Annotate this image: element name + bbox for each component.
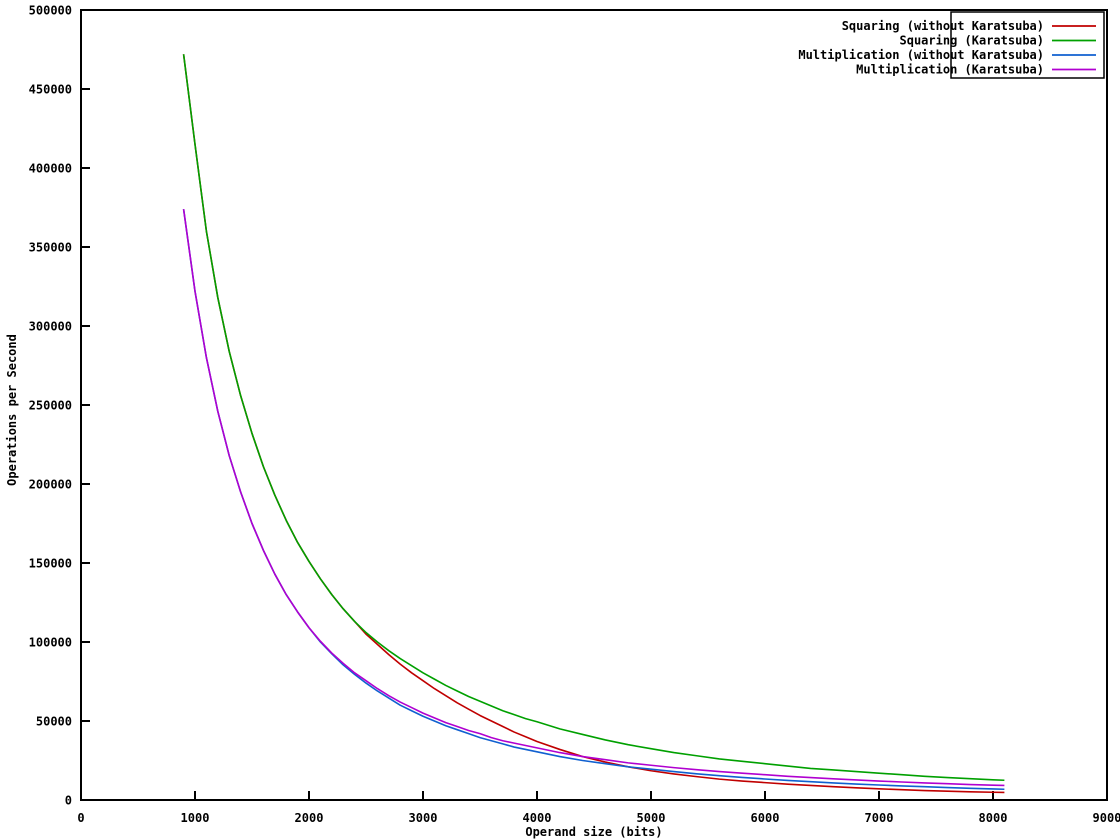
x-tick-label: 5000 [637, 811, 666, 825]
y-tick-label: 450000 [29, 83, 72, 97]
legend-label-0: Squaring (without Karatsuba) [842, 19, 1044, 33]
series-line-3 [182, 208, 1005, 787]
y-tick-label: 150000 [29, 557, 72, 571]
series-line-1 [182, 54, 1005, 782]
y-tick-label: 250000 [29, 399, 72, 413]
y-tick-label: 400000 [29, 162, 72, 176]
y-axis-title: Operations per Second [5, 334, 19, 486]
y-tick-label: 0 [65, 794, 72, 808]
legend-box [950, 11, 1105, 79]
x-tick-label: 2000 [295, 811, 324, 825]
y-axis-ticks: 0 50000 100000 150000 200000 250000 300000 3500… [29, 4, 90, 808]
x-tick-label: 8000 [979, 811, 1008, 825]
series-lines [182, 54, 1005, 794]
y-tick-label: 50000 [36, 715, 72, 729]
x-axis-ticks: 0 1000 2000 3000 4000 5000 6000 7000 8000 9000 [77, 791, 1120, 825]
legend-label-1: Squaring (Karatsuba) [900, 34, 1045, 48]
x-axis-title: Operand size (bits) [525, 825, 662, 839]
chart-legend: Squaring (without Karatsuba)Squaring (Ka… [798, 11, 1105, 79]
legend-label-2: Multiplication (without Karatsuba) [798, 48, 1044, 62]
y-tick-label: 300000 [29, 320, 72, 334]
x-tick-label: 0 [77, 811, 84, 825]
x-tick-label: 6000 [751, 811, 780, 825]
y-tick-label: 500000 [29, 4, 72, 18]
y-tick-label: 200000 [29, 478, 72, 492]
x-tick-label: 3000 [409, 811, 438, 825]
x-tick-label: 1000 [181, 811, 210, 825]
y-tick-label: 350000 [29, 241, 72, 255]
plot-frame [80, 9, 1108, 801]
x-tick-label: 9000 [1093, 811, 1120, 825]
x-tick-label: 4000 [523, 811, 552, 825]
legend-label-3: Multiplication (Karatsuba) [856, 63, 1044, 77]
x-tick-label: 7000 [865, 811, 894, 825]
y-tick-label: 100000 [29, 636, 72, 650]
